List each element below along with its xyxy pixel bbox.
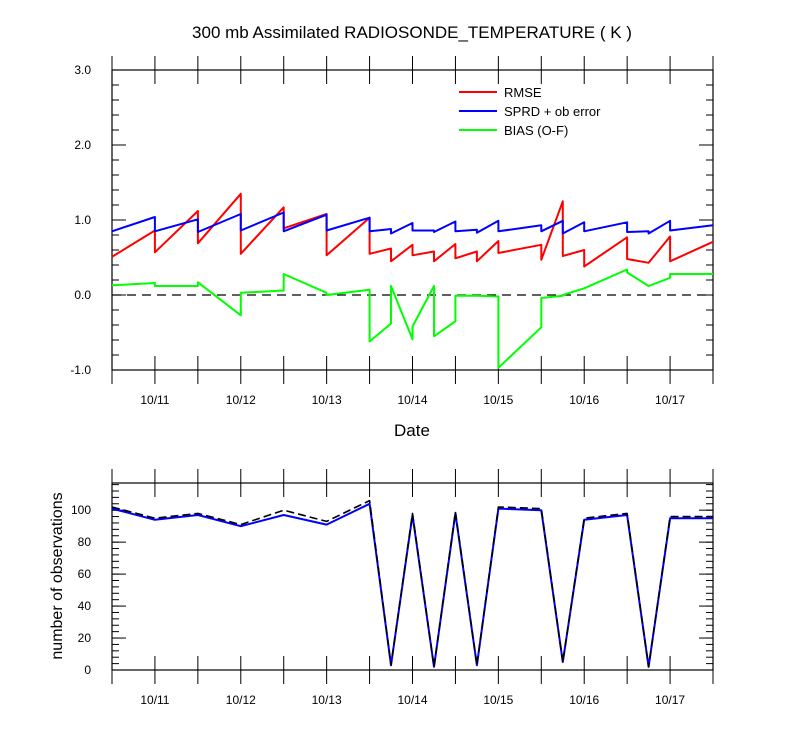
x-tick-label: 10/13 bbox=[312, 393, 342, 407]
legend: RMSE SPRD + ob error BIAS (O-F) bbox=[459, 85, 601, 138]
x-tick-label: 10/17 bbox=[655, 393, 685, 407]
x-tick-label: 10/12 bbox=[226, 393, 256, 407]
series-line-rmse bbox=[111, 192, 714, 268]
top-chart: 300 mb Assimilated RADIOSONDE_TEMPERATUR… bbox=[70, 23, 714, 440]
bottom-chart: 100 80 60 40 20 0 10/11 10/12 10/13 10/14 10/15 10/… bbox=[49, 469, 714, 707]
x-tick-label: 10/12 bbox=[226, 693, 256, 707]
plot-frame bbox=[111, 482, 714, 671]
series-line-bias-o-f bbox=[111, 268, 713, 369]
x-tick-label: 10/16 bbox=[569, 693, 599, 707]
y-tick-label: 0.0 bbox=[74, 288, 91, 302]
x-tick-label: 10/11 bbox=[140, 393, 169, 407]
x-tick-label: 10/15 bbox=[483, 393, 513, 407]
bottom-series-group bbox=[111, 499, 713, 668]
series-line-assimilated bbox=[111, 502, 713, 668]
legend-label: BIAS (O-F) bbox=[504, 123, 568, 138]
top-series-group bbox=[111, 192, 714, 369]
y-tick-label: 2.0 bbox=[74, 138, 91, 152]
x-tick-label: 10/16 bbox=[569, 393, 599, 407]
series-line-sprd-ob-error bbox=[111, 211, 714, 235]
x-tick-label: 10/14 bbox=[397, 393, 427, 407]
series-line-total bbox=[111, 499, 713, 668]
x-tick-label: 10/14 bbox=[397, 693, 427, 707]
y-tick-label: 100 bbox=[71, 503, 91, 517]
legend-label: RMSE bbox=[504, 85, 542, 100]
legend-label: SPRD + ob error bbox=[504, 104, 601, 119]
bottom-axes: 100 80 60 40 20 0 10/11 10/12 10/13 10/14 10/15 10/… bbox=[71, 469, 714, 707]
y-tick-label: 1.0 bbox=[74, 213, 91, 227]
top-axes: 3.0 2.0 1.0 0.0 -1.0 10/11 10/12 10/13 10/14 10/1… bbox=[70, 56, 714, 407]
chart-title: 300 mb Assimilated RADIOSONDE_TEMPERATUR… bbox=[192, 23, 632, 42]
y-tick-label: 80 bbox=[78, 535, 92, 549]
y-tick-label: 40 bbox=[78, 599, 92, 613]
y-tick-label: 3.0 bbox=[74, 63, 91, 77]
x-axis-label: Date bbox=[394, 421, 430, 440]
y-tick-label: 60 bbox=[78, 567, 92, 581]
y-axis-label-observations: number of observations bbox=[49, 492, 66, 659]
y-tick-label: -1.0 bbox=[70, 363, 91, 377]
x-tick-label: 10/11 bbox=[140, 693, 169, 707]
y-tick-label: 0 bbox=[84, 663, 91, 677]
x-tick-label: 10/15 bbox=[483, 693, 513, 707]
x-tick-label: 10/17 bbox=[655, 693, 685, 707]
x-tick-label: 10/13 bbox=[312, 693, 342, 707]
y-tick-label: 20 bbox=[78, 631, 92, 645]
